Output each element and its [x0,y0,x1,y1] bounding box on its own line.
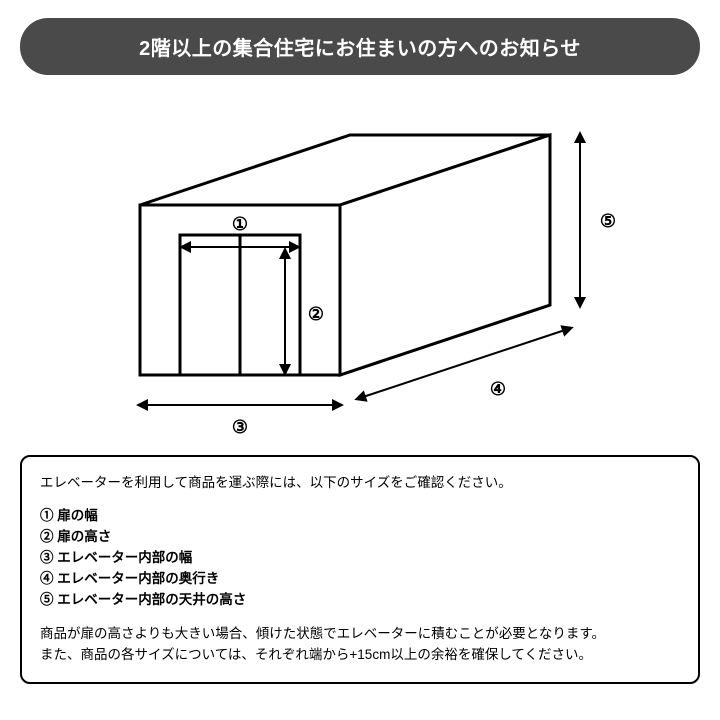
info-box: エレベーターを利用して商品を運ぶ際には、以下のサイズをご確認ください。 ① 扉の… [20,455,700,684]
diagram-label-4: ④ [490,379,506,399]
header-banner: 2階以上の集合住宅にお住まいの方へのお知らせ [20,18,700,75]
info-item: ③ エレベーター内部の幅 [40,548,680,569]
info-item: ① 扉の幅 [40,506,680,527]
diagram-label-1: ① [232,214,248,234]
info-list: ① 扉の幅 ② 扉の高さ ③ エレベーター内部の幅 ④ エレベーター内部の奥行き… [40,506,680,611]
diagram-label-3: ③ [232,417,248,437]
diagram-label-2: ② [308,304,324,324]
header-title: 2階以上の集合住宅にお住まいの方へのお知らせ [139,38,581,60]
info-item: ④ エレベーター内部の奥行き [40,569,680,590]
diagram-label-5: ⑤ [600,211,616,231]
info-item: ② 扉の高さ [40,527,680,548]
elevator-diagram: ① ② ③ ④ ⑤ [20,75,700,455]
info-item: ⑤ エレベーター内部の天井の高さ [40,590,680,611]
info-lead: エレベーターを利用して商品を運ぶ際には、以下のサイズをご確認ください。 [40,473,680,494]
info-note-1: 商品が扉の高さよりも大きい場合、傾けた状態でエレベーターに積むことが必要となりま… [40,623,680,645]
info-note-2: また、商品の各サイズについては、それぞれ端から+15cm以上の余裕を確保してくだ… [40,644,680,666]
